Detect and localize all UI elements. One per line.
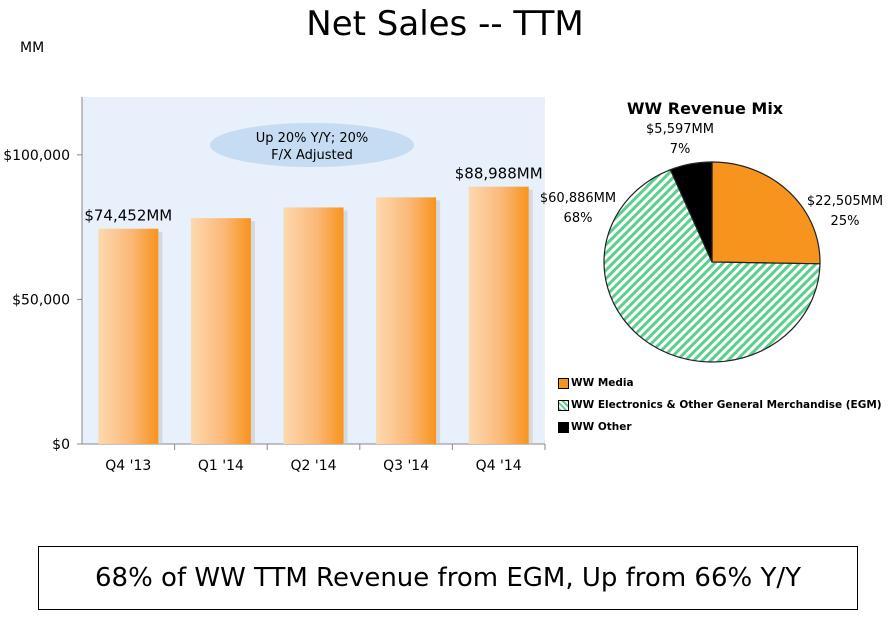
footer-callout: 68% of WW TTM Revenue from EGM, Up from … xyxy=(38,546,858,610)
bar xyxy=(468,186,529,444)
legend-swatch-media xyxy=(558,377,569,389)
x-tick-label: Q4 '14 xyxy=(476,458,522,474)
bar xyxy=(98,228,159,444)
pie-slice xyxy=(669,161,713,263)
pie-slice xyxy=(711,161,821,265)
page-title: Net Sales -- TTM xyxy=(306,4,584,44)
bar-chart: $0 $50,000 $100,000 Q4 '13 Q1 '14 Q2 '14 Q3 '… xyxy=(3,97,546,474)
pie-title: WW Revenue Mix xyxy=(626,99,784,118)
bar xyxy=(190,218,251,444)
growth-callout xyxy=(210,123,414,167)
legend-swatch-other xyxy=(558,421,569,433)
growth-callout-line-1: Up 20% Y/Y; 20% xyxy=(256,131,369,146)
y-tick-label: $0 xyxy=(52,437,70,453)
legend-label-egm: WW Electronics & Other General Merchandi… xyxy=(571,399,882,411)
legend-item-egm: WW Electronics & Other General Merchandi… xyxy=(558,394,882,416)
growth-callout-line-2: F/X Adjusted xyxy=(271,148,353,163)
x-tick-label: Q2 '14 xyxy=(290,458,336,474)
pie-value-label: $60,886MM xyxy=(540,191,616,206)
y-tick-label: $100,000 xyxy=(3,148,70,164)
pie-percent-label: 7% xyxy=(670,142,691,157)
pie-percent-label: 68% xyxy=(564,211,593,226)
legend-swatch-egm xyxy=(558,399,569,411)
pie-percent-label: 25% xyxy=(831,214,860,229)
pie-value-label: $22,505MM xyxy=(807,194,883,209)
pie-chart: $22,505MM 25% $60,886MM 68% $5,597MM 7% xyxy=(540,122,883,363)
x-tick-label: Q4 '13 xyxy=(105,458,151,474)
pie-legend: WW Media WW Electronics & Other General … xyxy=(558,372,882,438)
bar-data-label: $74,452MM xyxy=(84,207,172,225)
legend-item-other: WW Other xyxy=(558,416,882,438)
x-tick-label: Q3 '14 xyxy=(383,458,429,474)
bar xyxy=(283,207,344,444)
bar-data-label: $88,988MM xyxy=(455,165,543,183)
legend-item-media: WW Media xyxy=(558,372,882,394)
pie-value-label: $5,597MM xyxy=(646,122,714,137)
unit-label: MM xyxy=(20,40,45,56)
bar xyxy=(376,197,437,444)
y-tick-label: $50,000 xyxy=(12,292,70,308)
legend-label-other: WW Other xyxy=(571,421,632,433)
legend-label-media: WW Media xyxy=(571,377,634,389)
pie-slice xyxy=(603,168,821,363)
x-tick-label: Q1 '14 xyxy=(198,458,244,474)
